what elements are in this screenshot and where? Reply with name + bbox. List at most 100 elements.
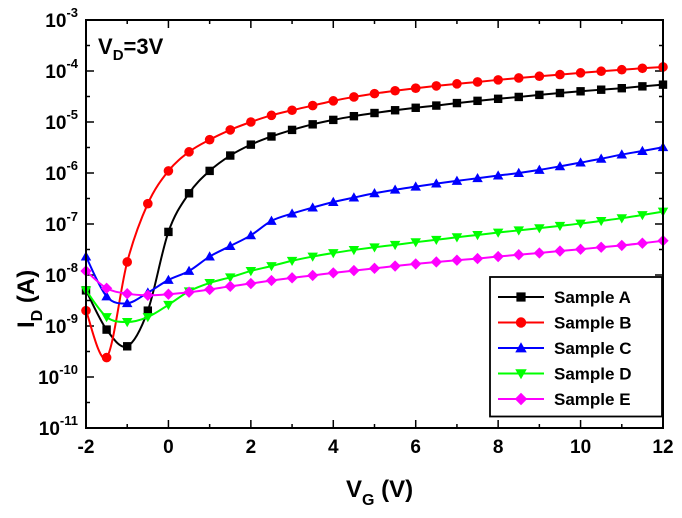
data-point <box>411 103 420 112</box>
data-point <box>513 167 524 177</box>
data-point <box>431 235 442 246</box>
y-tick-label: 10-9 <box>45 311 78 338</box>
data-point <box>121 318 133 328</box>
y-tick-label: 10-3 <box>45 5 78 32</box>
data-point <box>534 71 545 82</box>
data-point <box>348 246 360 256</box>
data-point <box>348 192 360 202</box>
data-point <box>638 82 647 91</box>
y-tick-exponent: -11 <box>60 413 78 428</box>
legend-label: Sample D <box>554 365 631 384</box>
data-point <box>122 257 133 267</box>
data-point <box>554 245 566 257</box>
y-tick-base: 10 <box>45 62 66 83</box>
data-point <box>575 219 586 229</box>
y-tick-exponent: -5 <box>66 107 78 122</box>
data-point <box>430 256 442 268</box>
data-point <box>554 161 566 171</box>
y-tick-exponent: -4 <box>66 56 78 71</box>
legend-swatch-marker <box>516 292 526 302</box>
data-point <box>616 239 628 252</box>
y-tick-base: 10 <box>38 368 59 389</box>
series-4 <box>80 207 669 328</box>
data-point <box>266 262 277 272</box>
y-axis-label-sub: D <box>29 310 46 322</box>
data-point <box>102 325 111 334</box>
data-point <box>225 125 236 135</box>
x-axis-label: VG (V) <box>346 476 413 509</box>
data-point <box>410 258 422 270</box>
data-point <box>410 238 421 248</box>
data-point <box>163 300 174 311</box>
data-point <box>349 111 359 121</box>
data-point <box>554 221 566 232</box>
y-tick-label: 10-6 <box>45 158 78 185</box>
data-point <box>390 85 400 96</box>
data-point <box>143 306 153 315</box>
legend-label: Sample C <box>554 339 631 358</box>
legend-swatch-marker <box>515 317 527 328</box>
x-tick-label: 0 <box>163 437 174 458</box>
data-point <box>142 313 154 323</box>
data-point <box>307 202 318 212</box>
legend-item: Sample A <box>498 288 631 307</box>
annotation-vd: VD=3V <box>98 34 164 64</box>
y-tick-label: 10-11 <box>39 413 78 440</box>
data-point <box>472 231 483 241</box>
data-point <box>163 166 174 176</box>
data-point <box>307 269 319 282</box>
y-tick-base: 10 <box>45 317 66 338</box>
data-point <box>451 254 463 266</box>
legend-item: Sample C <box>498 339 631 358</box>
x-tick-label: 4 <box>328 437 339 458</box>
data-point <box>555 69 565 80</box>
data-point <box>431 81 442 91</box>
y-axis-label: ID (A) <box>13 270 46 328</box>
data-point <box>492 170 504 180</box>
y-tick-exponent: -8 <box>66 260 78 275</box>
data-point <box>162 288 175 300</box>
data-point <box>513 226 524 236</box>
data-point <box>183 286 195 298</box>
data-point <box>143 198 153 209</box>
data-point <box>101 291 112 301</box>
legend-label: Sample B <box>554 314 631 333</box>
data-point <box>266 215 277 225</box>
data-point <box>637 211 648 221</box>
series-3 <box>80 141 669 308</box>
data-point <box>596 66 606 77</box>
data-point <box>123 342 132 351</box>
legend: Sample A Sample B Sample C Sample D Sample E <box>489 276 663 418</box>
data-point <box>369 243 380 253</box>
x-tick-label: 10 <box>570 437 591 458</box>
data-point <box>265 274 278 287</box>
data-point <box>121 288 133 300</box>
data-point <box>184 189 194 198</box>
data-point <box>328 249 339 259</box>
data-point <box>451 175 463 185</box>
x-axis-label-unit: (V) <box>374 476 413 503</box>
legend-swatch-marker <box>515 342 527 353</box>
y-tick-exponent: -3 <box>66 5 78 20</box>
data-point <box>389 240 401 251</box>
x-axis-label-sub: G <box>362 492 374 509</box>
data-point <box>595 153 607 163</box>
data-point <box>369 88 380 99</box>
legend-item: Sample E <box>498 390 631 409</box>
series-2 <box>81 62 668 363</box>
legend-item: Sample B <box>498 314 631 333</box>
data-point <box>431 178 442 188</box>
data-point <box>327 267 339 279</box>
data-point <box>286 272 298 284</box>
data-point <box>203 283 216 296</box>
data-point <box>101 352 112 363</box>
data-point <box>493 94 503 104</box>
data-point <box>287 105 297 116</box>
data-point <box>575 68 586 78</box>
y-tick-exponent: -9 <box>66 311 78 326</box>
data-point <box>534 164 545 174</box>
data-point <box>245 230 257 240</box>
data-point <box>452 79 462 89</box>
annotation-rest: =3V <box>124 34 164 59</box>
data-point <box>410 83 421 93</box>
